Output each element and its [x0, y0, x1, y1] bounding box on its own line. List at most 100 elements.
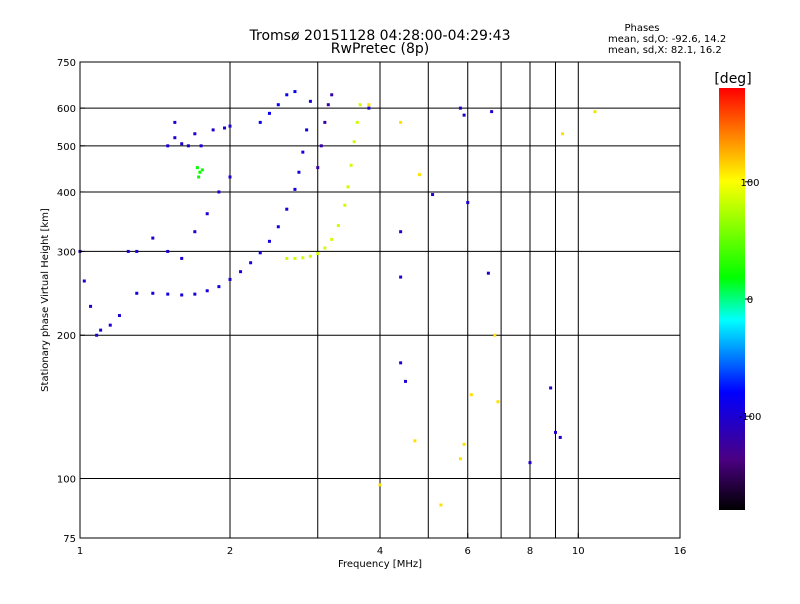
- data-point: [367, 106, 371, 110]
- colorbar-tick-label: 100: [740, 178, 759, 189]
- y-tick-label: 100: [57, 475, 76, 486]
- data-point: [267, 239, 271, 243]
- x-tick-label: 16: [674, 546, 687, 557]
- data-point: [198, 170, 202, 174]
- colorbar-gradient: [719, 88, 745, 510]
- x-tick-label: 2: [227, 546, 233, 557]
- y-tick-label: 200: [57, 331, 76, 342]
- data-point: [285, 93, 289, 97]
- data-point: [558, 435, 562, 439]
- data-point: [378, 483, 382, 487]
- phases-x-stats: mean, sd,X: 82.1, 16.2: [608, 45, 722, 56]
- data-point: [352, 140, 356, 144]
- data-point: [193, 292, 197, 296]
- data-point: [330, 237, 334, 241]
- x-tick-label: 10: [572, 546, 585, 557]
- data-point: [403, 379, 407, 383]
- data-points: [78, 90, 597, 507]
- data-point: [258, 120, 262, 124]
- data-point: [180, 142, 184, 146]
- data-point: [223, 126, 227, 130]
- y-axis-label: Stationary phase Virtual Height [km]: [40, 208, 51, 392]
- data-point: [336, 224, 340, 228]
- colorbar-label: [deg]: [714, 71, 751, 87]
- data-point: [228, 277, 232, 281]
- data-point: [135, 249, 139, 253]
- data-point: [346, 185, 350, 189]
- phases-o-stats: mean, sd,O: -92.6, 14.2: [608, 34, 726, 45]
- data-point: [99, 328, 103, 332]
- data-point: [117, 314, 121, 318]
- data-point: [469, 393, 473, 397]
- data-point: [151, 291, 155, 295]
- data-point: [108, 323, 112, 327]
- data-point: [417, 173, 421, 177]
- y-tick-label: 75: [63, 534, 76, 545]
- data-point: [553, 430, 557, 434]
- data-point: [82, 279, 86, 283]
- data-point: [319, 144, 323, 148]
- data-point: [293, 256, 297, 260]
- grid-lines: [80, 62, 680, 538]
- y-tick-label: 600: [57, 104, 76, 115]
- data-point: [180, 256, 184, 260]
- data-point: [205, 289, 209, 293]
- x-tick-label: 8: [527, 546, 533, 557]
- data-point: [166, 144, 170, 148]
- data-point: [193, 132, 197, 136]
- data-point: [151, 236, 155, 240]
- y-axis-ticks: 75 100 200 300 400 500 600 750: [57, 58, 85, 545]
- data-point: [431, 193, 435, 197]
- data-point: [228, 124, 232, 128]
- data-point: [193, 230, 197, 234]
- data-point: [399, 361, 403, 365]
- data-point: [323, 120, 327, 124]
- colorbar-tick-label: 0: [747, 295, 753, 306]
- data-point: [205, 212, 209, 216]
- data-point: [466, 201, 470, 205]
- data-point: [239, 270, 243, 274]
- data-point: [249, 261, 253, 265]
- colorbar-tick-label: -100: [739, 412, 762, 423]
- chart-subtitle: RwPretec (8p): [331, 41, 429, 57]
- data-point: [285, 207, 289, 211]
- y-tick-label: 400: [57, 188, 76, 199]
- data-point: [89, 304, 93, 308]
- data-point: [293, 90, 297, 94]
- x-axis-label: Frequency [MHz]: [338, 559, 422, 570]
- data-point: [293, 187, 297, 191]
- data-point: [490, 110, 494, 114]
- data-point: [316, 251, 320, 255]
- data-point: [593, 110, 597, 114]
- data-point: [180, 293, 184, 297]
- x-tick-label: 4: [377, 546, 383, 557]
- data-point: [413, 439, 417, 443]
- data-point: [173, 136, 177, 140]
- data-point: [258, 251, 262, 255]
- colorbar-ticks: -100 0 100: [739, 178, 762, 423]
- y-tick-label: 300: [57, 247, 76, 258]
- y-tick-label: 500: [57, 142, 76, 153]
- data-point: [95, 333, 99, 337]
- data-point: [308, 99, 312, 103]
- data-point: [228, 175, 232, 179]
- x-tick-label: 6: [465, 546, 471, 557]
- data-point: [301, 256, 305, 260]
- data-point: [173, 120, 177, 124]
- data-point: [493, 333, 497, 337]
- data-point: [200, 168, 204, 172]
- y-tick-label: 750: [57, 58, 76, 69]
- data-point: [199, 144, 203, 148]
- data-point: [399, 230, 403, 234]
- data-point: [186, 144, 190, 148]
- data-point: [126, 249, 130, 253]
- data-point: [276, 103, 280, 107]
- data-point: [496, 400, 500, 404]
- data-point: [285, 256, 289, 260]
- data-point: [211, 128, 215, 132]
- data-point: [326, 103, 330, 107]
- colorbar: [deg] -100 0 100: [714, 71, 761, 510]
- data-point: [399, 120, 403, 124]
